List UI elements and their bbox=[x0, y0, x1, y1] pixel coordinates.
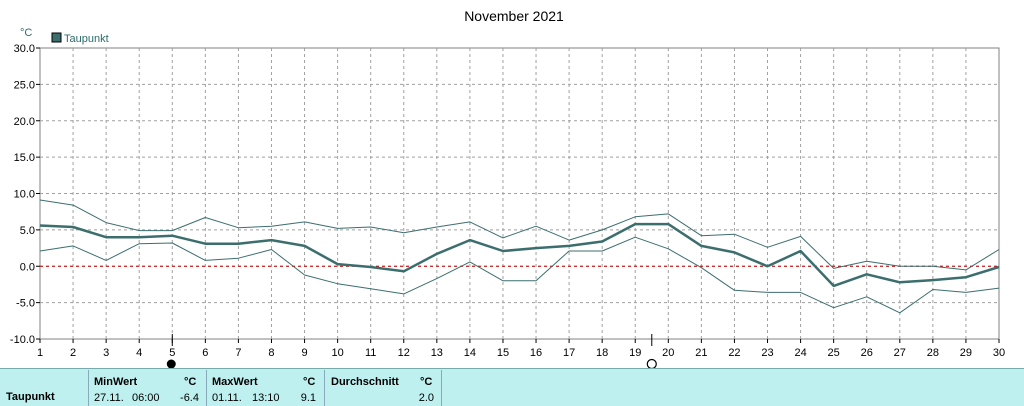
x-tick-label: 23 bbox=[761, 347, 773, 359]
x-tick-label: 19 bbox=[629, 347, 641, 359]
min-unit: °C bbox=[184, 376, 197, 388]
x-tick-label: 9 bbox=[301, 347, 307, 359]
x-tick-label: 3 bbox=[103, 347, 109, 359]
x-tick-label: 12 bbox=[398, 347, 410, 359]
x-tick-label: 26 bbox=[861, 347, 873, 359]
x-tick-label: 1 bbox=[37, 347, 43, 359]
min-date: 27.11. bbox=[94, 392, 124, 404]
x-tick-label: 11 bbox=[365, 347, 376, 359]
y-tick-label: 20.0 bbox=[14, 116, 35, 128]
dewpoint-chart: November 2021 °C Taupunkt 30.025.020.015… bbox=[10, 8, 1005, 368]
y-tick-label: -5.0 bbox=[16, 298, 35, 310]
x-tick-label: 17 bbox=[563, 347, 575, 359]
y-tick-label: 30.0 bbox=[14, 43, 35, 55]
max-label: MaxWert bbox=[212, 376, 258, 388]
series-line-min bbox=[39, 236, 1000, 314]
stats-row-label: Taupunkt bbox=[6, 391, 55, 403]
x-tick-label: 27 bbox=[894, 347, 906, 359]
legend-swatch bbox=[51, 32, 62, 43]
max-unit: °C bbox=[303, 376, 316, 388]
y-tick-label: -10.0 bbox=[10, 334, 35, 346]
x-tick-label: 2 bbox=[70, 347, 76, 359]
x-tick-label: 30 bbox=[993, 347, 1005, 359]
y-tick-label: 15.0 bbox=[14, 152, 35, 164]
series-line-max bbox=[39, 199, 1000, 271]
x-tick-label: 13 bbox=[431, 347, 443, 359]
x-tick-label: 5 bbox=[169, 347, 175, 359]
min-label: MinWert bbox=[94, 376, 138, 388]
avg-label: Durchschnitt bbox=[331, 376, 399, 388]
x-tick-label: 8 bbox=[268, 347, 274, 359]
max-time: 13:10 bbox=[252, 392, 280, 404]
stats-table: Taupunkt MinWert °C 27.11. 06:00 -6.4 Ma… bbox=[0, 368, 1024, 406]
y-tick-label: 5.0 bbox=[20, 225, 35, 237]
max-date: 01.11. bbox=[212, 392, 242, 404]
x-tick-label: 16 bbox=[530, 347, 542, 359]
legend-label-taupunkt: Taupunkt bbox=[64, 33, 109, 45]
y-axis-unit: °C bbox=[20, 27, 32, 39]
x-tick-label: 6 bbox=[202, 347, 208, 359]
x-tick-label: 10 bbox=[331, 347, 343, 359]
x-tick-label: 4 bbox=[136, 347, 142, 359]
x-tick-label: 25 bbox=[828, 347, 840, 359]
new-moon-icon bbox=[166, 359, 176, 368]
x-tick-label: 15 bbox=[497, 347, 509, 359]
y-tick-label: 0.0 bbox=[20, 261, 35, 273]
avg-unit: °C bbox=[420, 376, 433, 388]
x-tick-label: 22 bbox=[728, 347, 740, 359]
min-value: -6.4 bbox=[180, 392, 199, 404]
max-value: 9.1 bbox=[300, 392, 316, 404]
y-tick-label: 10.0 bbox=[14, 189, 35, 201]
chart-title: November 2021 bbox=[464, 8, 564, 24]
full-moon-icon bbox=[646, 358, 657, 368]
x-tick-label: 14 bbox=[464, 347, 476, 359]
x-tick-label: 7 bbox=[235, 347, 241, 359]
x-tick-label: 20 bbox=[662, 347, 674, 359]
series-line-average bbox=[39, 222, 1000, 288]
x-tick-label: 18 bbox=[596, 347, 608, 359]
x-tick-label: 21 bbox=[695, 347, 707, 359]
avg-value: 2.0 bbox=[418, 392, 434, 404]
x-tick-label: 28 bbox=[927, 347, 939, 359]
x-tick-label: 24 bbox=[794, 347, 806, 359]
min-time: 06:00 bbox=[132, 392, 160, 404]
y-tick-label: 25.0 bbox=[14, 79, 35, 91]
x-tick-label: 29 bbox=[960, 347, 972, 359]
plot-frame bbox=[39, 47, 1000, 340]
